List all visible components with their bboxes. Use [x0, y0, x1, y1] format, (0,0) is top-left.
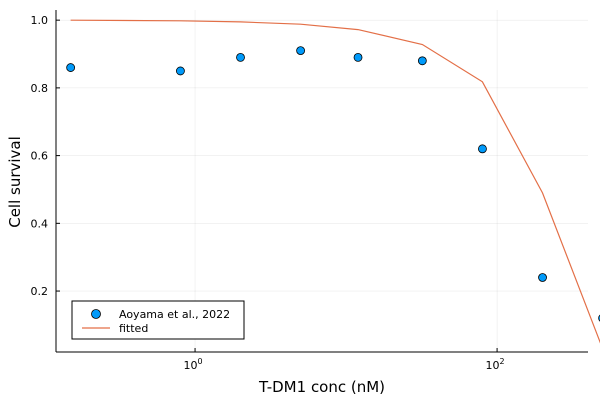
legend-marker-scatter — [91, 309, 101, 319]
data-point — [66, 63, 76, 72]
y-axis-label: Cell survival — [6, 136, 24, 228]
data-points — [66, 46, 600, 322]
data-point — [296, 46, 306, 56]
x-tick-label: 100 — [184, 357, 203, 372]
axes — [55, 10, 588, 353]
y-tick-label: 0.6 — [31, 150, 49, 163]
fitted-curve — [70, 19, 600, 344]
tick-labels: 100 102 0.2 0.4 0.6 0.8 1.0 — [31, 14, 505, 372]
data-point — [176, 66, 185, 76]
y-tick-label: 0.4 — [31, 217, 49, 230]
legend-label-line: fitted — [119, 322, 148, 335]
y-tick-label: 1.0 — [31, 14, 49, 27]
x-axis-label: T-DM1 conc (nM) — [258, 378, 385, 396]
data-point — [353, 53, 363, 62]
data-point — [417, 56, 427, 66]
legend-box — [71, 300, 245, 340]
data-point — [236, 53, 245, 62]
legend: Aoyama et al., 2022 fitted — [71, 300, 245, 340]
x-tick-label: 102 — [486, 357, 505, 372]
legend-label-scatter: Aoyama et al., 2022 — [119, 308, 230, 321]
data-point — [538, 273, 547, 282]
data-point — [478, 144, 487, 154]
y-tick-label: 0.8 — [31, 82, 49, 95]
fitted-series — [70, 19, 600, 344]
y-tick-label: 0.2 — [31, 285, 49, 298]
